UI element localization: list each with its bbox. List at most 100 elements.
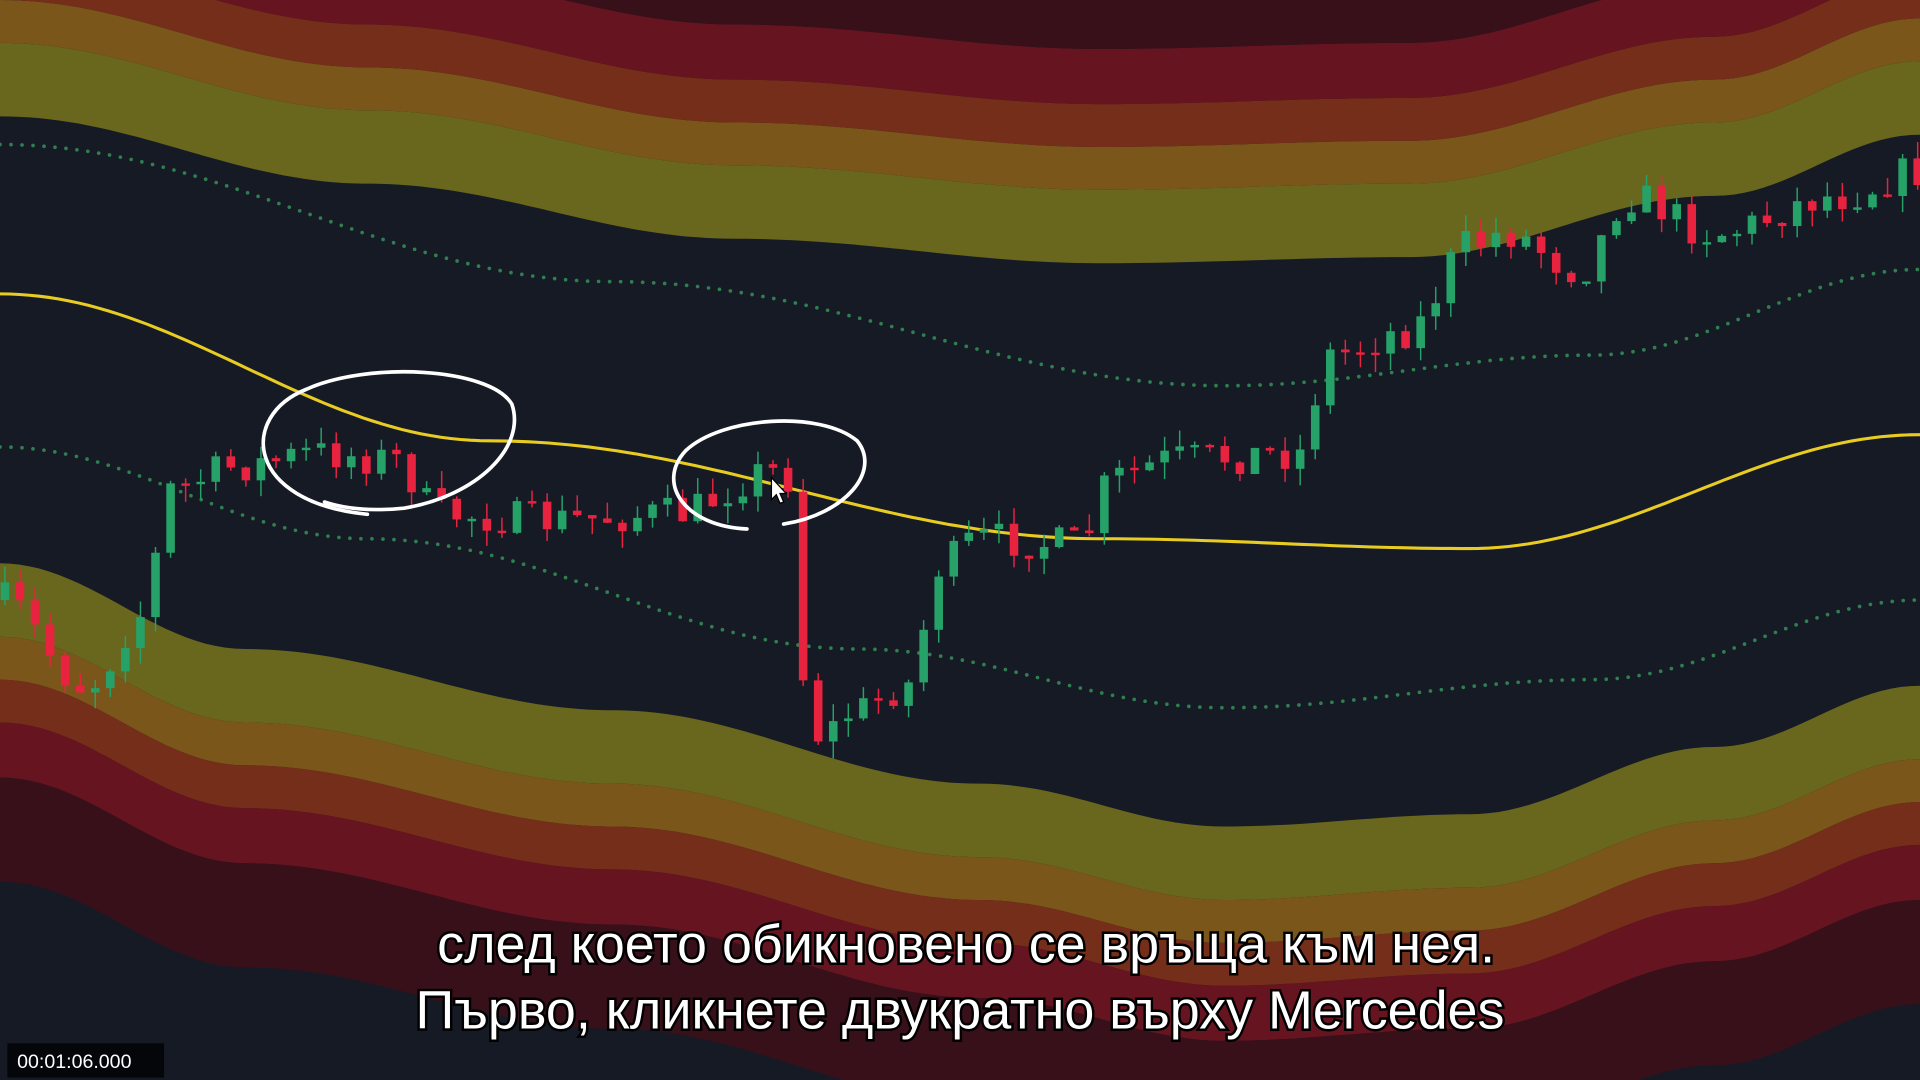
candle-body	[15, 582, 25, 601]
candle-body	[90, 688, 100, 693]
candle-body	[331, 443, 341, 468]
candle-body	[1823, 196, 1832, 211]
dotted-line	[0, 142, 1920, 388]
candle-body	[1898, 158, 1907, 196]
candle-body	[663, 497, 672, 505]
candle-body	[301, 447, 311, 451]
candle-body	[1115, 467, 1124, 476]
candle-body	[151, 552, 160, 618]
candle-body	[1476, 231, 1486, 248]
candle-body	[1461, 231, 1471, 253]
candle-body	[813, 680, 823, 742]
candle-body	[557, 510, 567, 530]
candle-body	[1446, 252, 1456, 304]
candle-body	[1566, 272, 1576, 283]
candle-body	[211, 456, 221, 482]
candle-body	[1687, 204, 1697, 244]
candle-body	[407, 454, 416, 493]
candle-body	[1777, 222, 1787, 227]
candle-body	[979, 529, 989, 533]
candle-body	[121, 648, 130, 672]
candle-body	[1145, 462, 1154, 471]
candle-body	[286, 448, 296, 462]
candle-body	[271, 458, 281, 462]
band-layer	[0, 0, 1920, 147]
candle-body	[1085, 530, 1094, 534]
hand-circle	[672, 419, 867, 531]
candle-body	[693, 493, 702, 522]
candle-body	[1175, 446, 1184, 451]
candle-body	[1371, 352, 1380, 356]
candle-body	[166, 483, 175, 553]
band-layer	[215, 0, 1831, 105]
candle-body	[1642, 185, 1651, 213]
candle-body	[1883, 194, 1892, 197]
candle-body	[1792, 201, 1802, 227]
candle-body	[618, 522, 627, 532]
candle-body	[1280, 450, 1290, 469]
candle-body	[678, 497, 687, 522]
candle-body	[1717, 235, 1727, 243]
candle-body	[196, 481, 205, 485]
candle-body	[798, 491, 808, 681]
candle-body	[362, 456, 371, 474]
candle-body	[1024, 555, 1034, 559]
candle-body	[1551, 252, 1561, 273]
annotations	[261, 369, 867, 531]
candle-body	[1326, 349, 1335, 406]
candle-body	[1807, 201, 1817, 211]
candle-body	[1597, 235, 1606, 282]
subtitle-line: след което обикновено се връща към нея.	[437, 914, 1495, 974]
candle-body	[1657, 185, 1666, 220]
candle-body	[1401, 331, 1410, 349]
band-layer	[0, 679, 1920, 986]
candle-body	[1491, 232, 1501, 248]
candle-body	[723, 503, 733, 507]
band-layer	[0, 42, 1920, 264]
candle-body	[1732, 233, 1742, 237]
candle-body	[1341, 349, 1350, 353]
candle-body	[392, 449, 401, 455]
candle-body	[859, 698, 868, 719]
candle-body	[377, 449, 386, 474]
candle-body	[633, 517, 642, 532]
candle-body	[919, 629, 928, 683]
candle-body	[542, 501, 552, 530]
candle-body	[603, 518, 612, 523]
candle-body	[1220, 445, 1230, 463]
candle-body	[934, 576, 943, 630]
candle-body	[1747, 215, 1757, 234]
candle-body	[512, 501, 522, 533]
candle-body	[1913, 158, 1920, 186]
candle-body	[241, 467, 251, 481]
band-layer	[564, 0, 1602, 49]
candle-body	[1190, 444, 1200, 448]
candle-body	[1009, 523, 1019, 556]
candle-body	[1506, 232, 1516, 247]
candle-body	[45, 624, 55, 656]
candle-body	[1627, 212, 1636, 222]
candle-body	[949, 540, 959, 577]
candle-body	[1386, 331, 1395, 354]
candle-body	[994, 523, 1004, 530]
candle-body	[256, 458, 266, 481]
candle-body	[1235, 462, 1245, 475]
candle-body	[1130, 467, 1139, 471]
candle-body	[1521, 236, 1531, 247]
candle-body	[1672, 204, 1681, 220]
candle-body	[1160, 450, 1169, 463]
candle-body	[904, 682, 913, 706]
candle-body	[1582, 281, 1591, 284]
candle-body	[347, 456, 356, 468]
candle-body	[1762, 215, 1772, 223]
timestamp-box	[7, 1043, 165, 1078]
candle-body	[1039, 547, 1049, 559]
candle-body	[1310, 405, 1320, 450]
mean-line	[0, 292, 1920, 551]
candle-body	[437, 488, 446, 499]
candle-body	[1431, 303, 1440, 317]
candle-body	[1612, 221, 1621, 236]
